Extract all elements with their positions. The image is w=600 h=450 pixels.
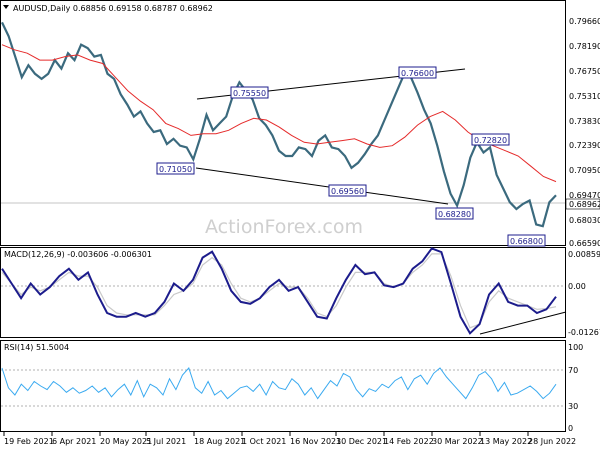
moving-average-line (1, 44, 557, 183)
last-price-label: 0.68962 (569, 200, 600, 209)
watermark: ActionForex.com (205, 216, 363, 238)
x-axis: 19 Feb 2021 6 Apr 2021 20 May 2021 5 Jul… (3, 432, 576, 446)
macd-tick-2: -0.01267 (568, 328, 600, 337)
macd-signal-line (1, 253, 557, 329)
macd-line (1, 247, 557, 335)
rsi-tick-0: 100 (568, 343, 583, 352)
annotation-066800-label: 0.66800 (510, 237, 543, 246)
price-tick-4: 0.73830 (569, 117, 600, 126)
x-tick-label-2: 20 May 2021 (100, 437, 152, 446)
price-panel-frame (0, 0, 566, 246)
annotation-076600-label: 0.76600 (401, 69, 434, 78)
annotation-075550: 0.75550 (230, 86, 269, 99)
macd-axis: 0.008596 0.00 -0.01267 (568, 250, 600, 337)
rsi-tick-3: 0 (568, 424, 573, 433)
x-tick-label-6: 16 Nov 2021 (290, 437, 341, 446)
macd-tick-0: 0.008596 (568, 250, 600, 259)
x-tick-label-9: 30 Mar 2022 (432, 437, 483, 446)
x-tick-label-5: 1 Oct 2021 (242, 437, 286, 446)
lower-channel-line (195, 167, 449, 205)
annotation-069560-label: 0.69560 (331, 187, 364, 196)
price-panel-title: AUDUSD,Daily 0.68856 0.69158 0.68787 0.6… (13, 4, 213, 13)
price-tick-2: 0.76750 (569, 67, 600, 76)
annotation-076600: 0.76600 (398, 66, 437, 79)
price-tick-8: 0.68030 (569, 216, 600, 225)
x-tick-label-11: 28 Jun 2022 (528, 437, 576, 446)
rsi-axis: 100 70 30 0 (568, 343, 583, 433)
annotation-072820: 0.72820 (471, 133, 510, 146)
macd-tick-1: 0.00 (568, 282, 586, 291)
rsi-panel-frame (0, 340, 566, 432)
annotation-068280: 0.68280 (435, 207, 474, 220)
price-tick-1: 0.78190 (569, 42, 600, 51)
x-tick-label-4: 18 Aug 2021 (194, 437, 245, 446)
price-line (1, 21, 557, 228)
price-tick-0: 0.79660 (569, 17, 600, 26)
price-tick-5: 0.72390 (569, 141, 600, 150)
price-axis: 0.79660 0.78190 0.76750 0.75310 0.73830 … (569, 17, 600, 248)
price-title-marker (3, 5, 9, 9)
x-tick-label-3: 5 Jul 2021 (146, 437, 186, 446)
price-tick-3: 0.75310 (569, 92, 600, 101)
annotation-071050-label: 0.71050 (159, 165, 192, 174)
rsi-tick-2: 30 (568, 402, 578, 411)
last-price-marker: 0.68962 (565, 198, 600, 210)
price-tick-9: 0.66590 (569, 239, 600, 248)
annotation-068280-label: 0.68280 (438, 210, 471, 219)
x-tick-label-8: 14 Feb 2022 (384, 437, 434, 446)
rsi-tick-1: 70 (568, 366, 578, 375)
annotation-071050: 0.71050 (156, 162, 195, 175)
x-tick-label-10: 13 May 2022 (480, 437, 532, 446)
annotation-072820-label: 0.72820 (474, 136, 507, 145)
macd-panel-title: MACD(12,26,9) -0.003606 -0.006301 (4, 250, 152, 259)
annotation-066800: 0.66800 (507, 234, 546, 247)
annotation-075550-label: 0.75550 (233, 89, 266, 98)
rsi-line (1, 367, 557, 400)
annotation-069560: 0.69560 (328, 184, 367, 197)
x-tick-label-0: 19 Feb 2021 (4, 437, 54, 446)
x-tick-label-1: 6 Apr 2021 (52, 437, 96, 446)
price-tick-7: 0.69470 (569, 191, 600, 200)
price-tick-6: 0.70950 (569, 166, 600, 175)
rsi-panel-title: RSI(14) 51.5004 (4, 343, 69, 352)
macd-trend-line (479, 311, 567, 335)
macd-panel-frame (0, 247, 566, 338)
x-tick-label-7: 30 Dec 2021 (336, 437, 387, 446)
